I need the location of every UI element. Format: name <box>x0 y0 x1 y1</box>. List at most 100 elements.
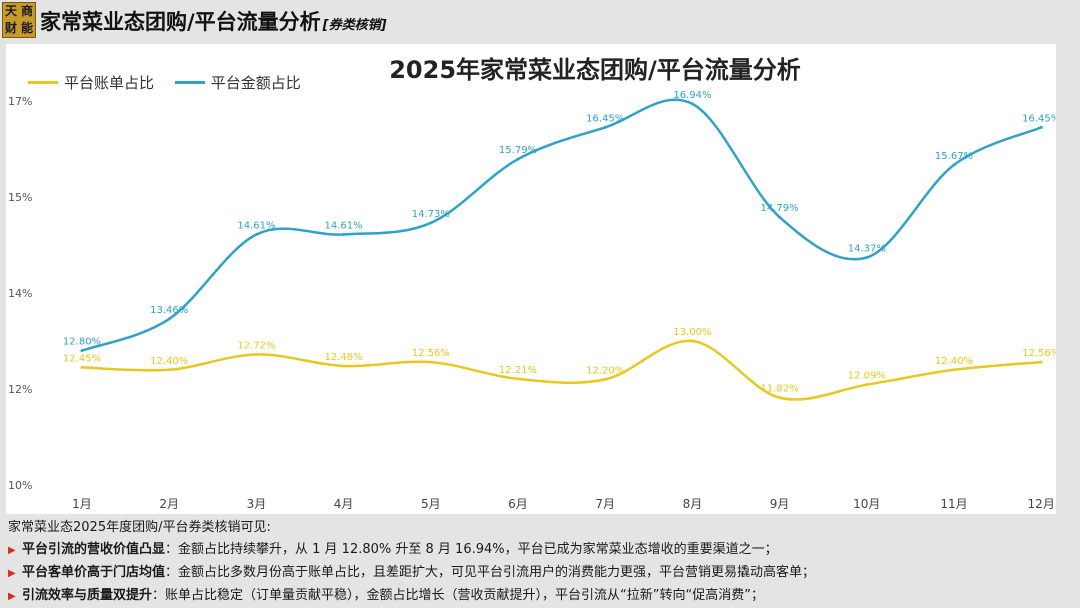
data-label: 15.67% <box>935 151 973 162</box>
analysis-notes: 家常菜业态2025年度团购/平台券类核销可见: ▶ 平台引流的营收价值凸显：金额占… <box>8 517 1074 608</box>
data-label: 12.40% <box>935 356 973 367</box>
data-label: 12.45% <box>63 353 101 364</box>
header-bar: 天 商 财 能 家常菜业态团购/平台流量分析 [券类核销] <box>0 0 1080 40</box>
data-point <box>80 365 84 369</box>
page-title: 家常菜业态团购/平台流量分析 [券类核销] <box>40 6 387 36</box>
data-label: 12.48% <box>325 352 363 363</box>
note-head: 平台引流的营收价值凸显 <box>22 542 166 557</box>
data-label: 16.45% <box>586 113 624 124</box>
x-tick-label: 12月 <box>1028 497 1055 511</box>
data-label: 14.79% <box>761 203 799 214</box>
y-tick-label: 10% <box>8 479 32 492</box>
bullet-icon: ▶ <box>8 568 16 579</box>
legend-item-bill: 平台账单占比 <box>28 72 154 93</box>
note-item: ▶ 引流效率与质量双提升：账单占比稳定（订单量贡献平稳），金额占比增长（营收贡献提… <box>8 585 1074 608</box>
y-tick-label: 12% <box>8 383 32 396</box>
line-chart: 10% 12% 14% 15% 17% 1月 2月 3月 4月 5月 6月 7月 8月 9月 10月 11月 1… <box>8 90 1056 511</box>
data-label: 12.80% <box>63 337 101 348</box>
data-point <box>516 377 520 381</box>
data-point <box>254 352 258 356</box>
x-tick-label: 8月 <box>683 497 703 511</box>
data-label: 12.20% <box>586 365 624 376</box>
data-point <box>167 317 171 321</box>
data-label: 16.45% <box>1022 113 1056 124</box>
data-label: 12.56% <box>412 348 450 359</box>
data-point <box>865 383 869 387</box>
y-tick-label: 15% <box>8 191 32 204</box>
bullet-icon: ▶ <box>8 545 16 556</box>
logo-char: 财 <box>4 21 17 35</box>
data-point <box>778 396 782 400</box>
data-point <box>167 368 171 372</box>
series-line-bill-ratio <box>81 339 1042 401</box>
chart-panel: 10% 12% 14% 15% 17% 1月 2月 3月 4月 5月 6月 7月 8月 9月 10月 11月 1… <box>6 44 1056 514</box>
data-point <box>342 232 346 236</box>
data-point <box>690 102 694 106</box>
logo-char: 商 <box>20 4 33 18</box>
y-tick-label: 14% <box>8 287 32 300</box>
chart-title: 2025年家常菜业态团购/平台流量分析 <box>389 56 801 84</box>
page-title-text: 家常菜业态团购/平台流量分析 <box>40 10 321 34</box>
data-label: 12.09% <box>848 371 886 382</box>
data-label: 13.00% <box>673 327 711 338</box>
x-tick-label: 1月 <box>72 497 92 511</box>
note-item: ▶ 平台引流的营收价值凸显：金额占比持续攀升，从 1 月 12.80% 升至 8 … <box>8 539 1074 562</box>
data-label: 14.61% <box>237 220 275 231</box>
data-point <box>690 339 694 343</box>
chart-legend: 平台账单占比 平台金额占比 <box>28 70 317 93</box>
data-point <box>1039 360 1043 364</box>
data-label: 12.40% <box>150 356 188 367</box>
data-point <box>342 364 346 368</box>
x-tick-label: 4月 <box>334 497 354 511</box>
data-label: 13.46% <box>150 305 188 316</box>
x-tick-label: 10月 <box>853 497 880 511</box>
notes-intro: 家常菜业态2025年度团购/平台券类核销可见: <box>8 520 271 535</box>
legend-label: 平台账单占比 <box>64 74 155 92</box>
legend-item-amount: 平台金额占比 <box>174 72 301 93</box>
note-text: ：金额占比多数月份高于账单占比，且差距扩大，可见平台引流用户的消费能力更强，平台… <box>165 565 816 580</box>
legend-label: 平台金额占比 <box>210 74 301 92</box>
legend-swatch <box>28 81 58 84</box>
x-tick-label: 9月 <box>770 497 790 511</box>
bullet-icon: ▶ <box>8 591 16 602</box>
data-point <box>952 368 956 372</box>
data-point <box>1039 125 1043 129</box>
logo-char: 天 <box>4 4 17 18</box>
x-tick-label: 7月 <box>595 497 615 511</box>
data-point <box>429 221 433 225</box>
data-point <box>80 349 84 353</box>
x-tick-label: 11月 <box>940 497 967 511</box>
data-point <box>429 360 433 364</box>
data-point <box>254 232 258 236</box>
series-line-amount-ratio <box>81 98 1042 352</box>
brand-logo: 天 商 财 能 <box>2 2 36 38</box>
data-label: 15.79% <box>499 145 537 156</box>
data-point <box>603 125 607 129</box>
x-tick-label: 6月 <box>508 497 528 511</box>
note-item: ▶ 平台客单价高于门店均值：金额占比多数月份高于账单占比，且差距扩大，可见平台引流… <box>8 562 1074 585</box>
data-point <box>865 255 869 259</box>
data-point <box>603 377 607 381</box>
page-subtitle: [券类核销] <box>322 18 387 33</box>
note-head: 引流效率与质量双提升 <box>22 588 153 603</box>
data-label: 12.56% <box>1022 348 1056 359</box>
data-label: 14.61% <box>325 220 363 231</box>
note-text: ：金额占比持续攀升，从 1 月 12.80% 升至 8 月 16.94%，平台已… <box>165 542 778 557</box>
legend-swatch <box>174 81 205 84</box>
data-label: 11.82% <box>761 384 799 395</box>
x-tick-label: 2月 <box>159 497 179 511</box>
data-point <box>952 163 956 167</box>
x-tick-label: 5月 <box>421 497 441 511</box>
data-label: 12.21% <box>499 365 537 376</box>
y-tick-label: 17% <box>8 95 32 108</box>
data-label: 14.37% <box>848 243 886 254</box>
note-text: ：账单占比稳定（订单量贡献平稳），金额占比增长（营收贡献提升），平台引流从“拉新… <box>152 588 764 603</box>
logo-char: 能 <box>20 21 33 35</box>
data-label: 16.94% <box>673 90 711 101</box>
x-tick-label: 3月 <box>247 497 267 511</box>
data-label: 14.73% <box>412 209 450 220</box>
note-head: 平台客单价高于门店均值 <box>22 565 166 580</box>
data-label: 12.72% <box>237 340 275 351</box>
data-point <box>778 215 782 219</box>
data-point <box>516 157 520 161</box>
